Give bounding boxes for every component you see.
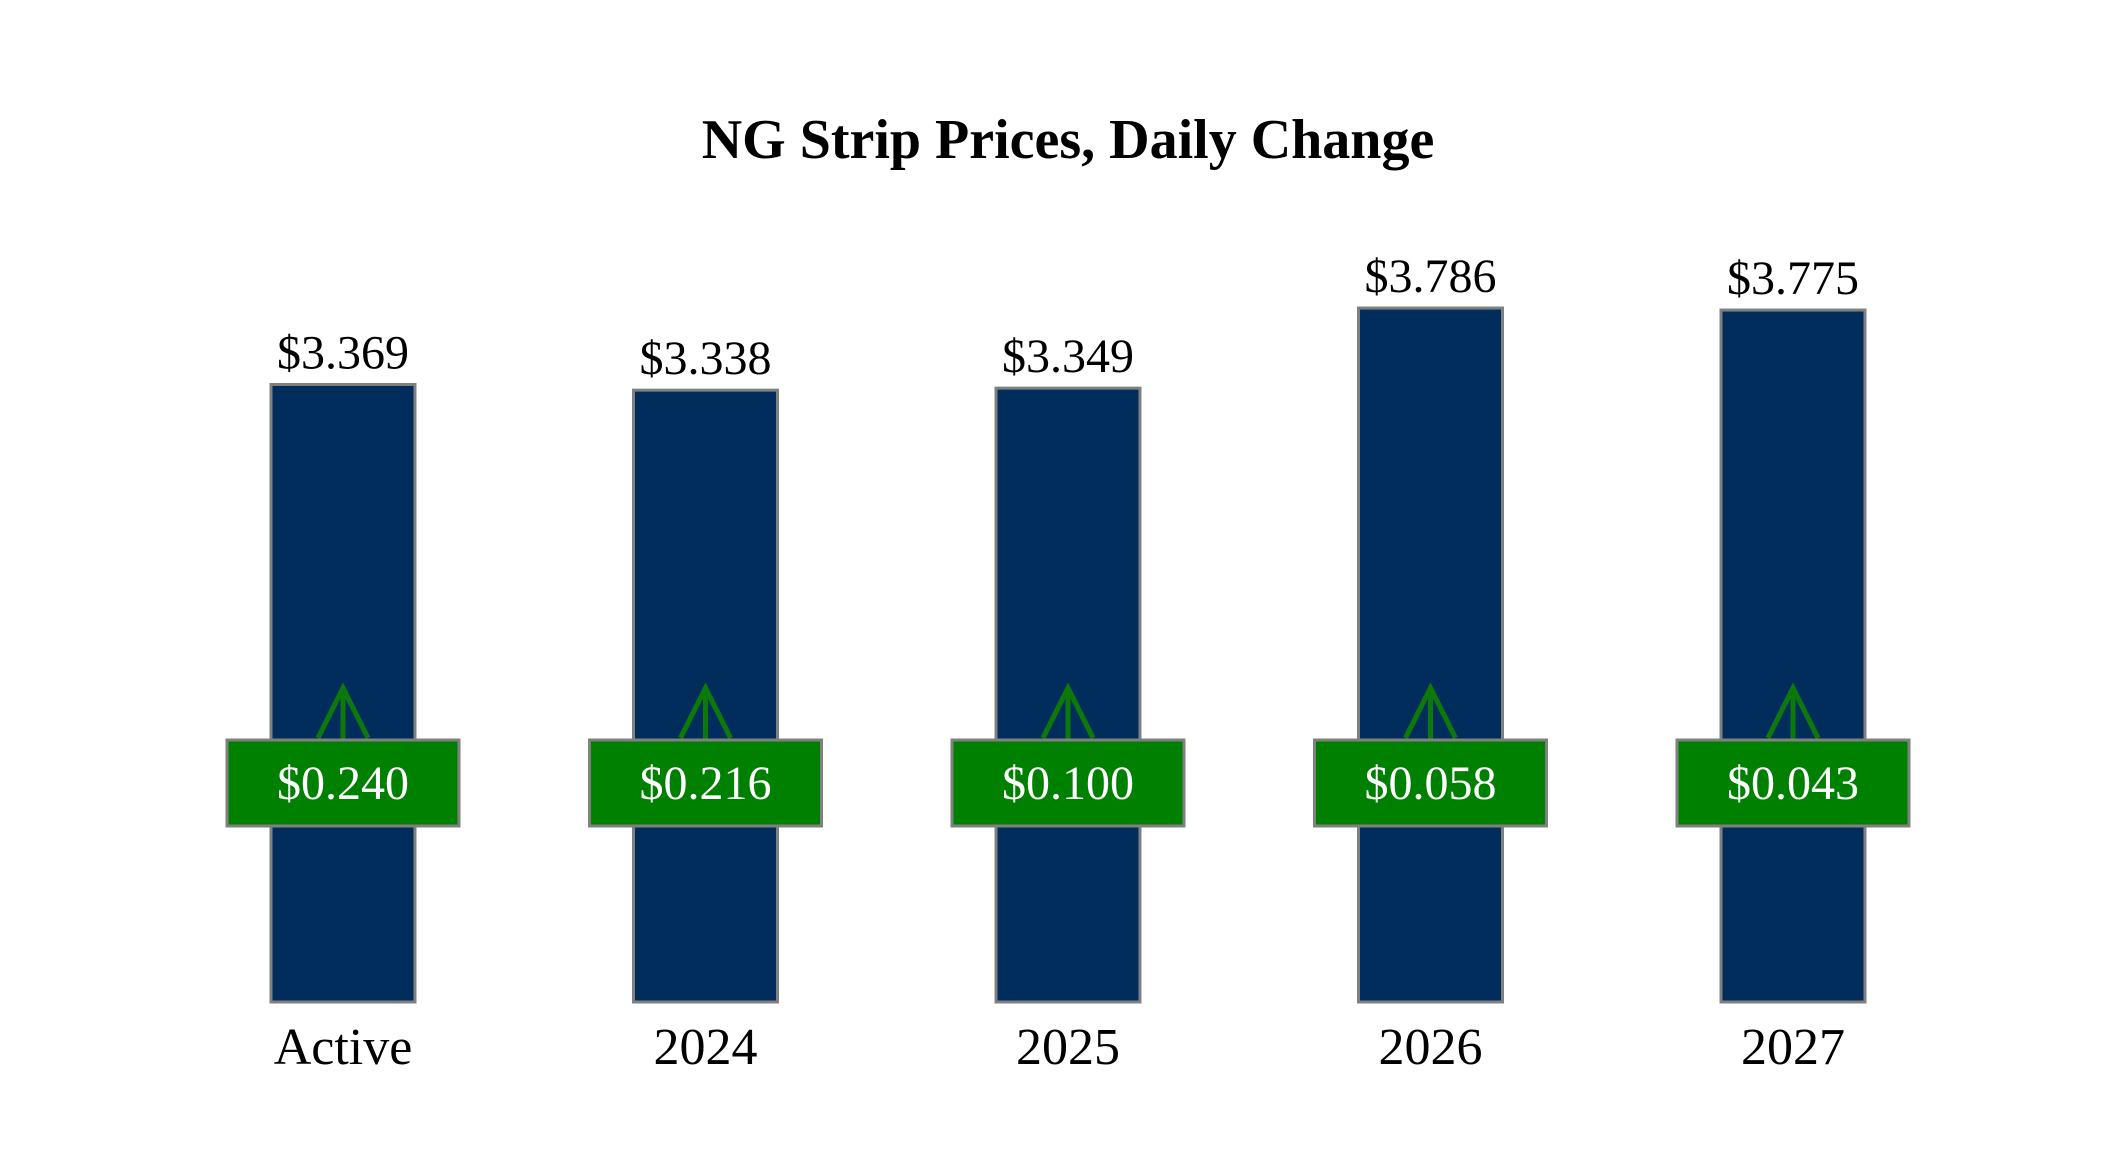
- daily-change-box: [950, 738, 1186, 828]
- labels-layer: $3.369 Active $3.338 2024 $3.349 2025 $3.786 20…: [274, 250, 1859, 1076]
- daily-change-label: $0.216: [640, 757, 772, 810]
- category-tick-label: 2025: [1016, 1019, 1120, 1076]
- bar-value-label: $3.775: [1727, 252, 1859, 305]
- daily-change-label: $0.100: [1002, 757, 1134, 810]
- arrow-up-icon: [1765, 682, 1821, 740]
- arrow-up-icon: [1403, 682, 1458, 740]
- daily-change-label: $0.043: [1727, 757, 1859, 810]
- daily-change-label: $0.058: [1365, 757, 1497, 810]
- arrow-up-icon: [1040, 682, 1096, 740]
- bar-value-label: $3.349: [1002, 330, 1134, 383]
- change-layer: $0.240 $0.216 $0.100 $0.058 $0.043: [225, 682, 1911, 828]
- category-tick-label: 2026: [1379, 1019, 1483, 1076]
- category-tick-label: 2027: [1741, 1019, 1845, 1076]
- arrow-up-icon: [678, 682, 733, 740]
- daily-change-box: [588, 738, 823, 828]
- daily-change-label: $0.240: [277, 757, 409, 810]
- daily-change-box: [1675, 738, 1911, 828]
- chart-title: NG Strip Prices, Daily Change: [702, 109, 1435, 171]
- bar-value-label: $3.369: [277, 326, 409, 379]
- bar: [1357, 306, 1504, 1004]
- bars-layer: [269, 306, 1867, 1004]
- bar-value-label: $3.338: [640, 332, 772, 385]
- bar: [1719, 308, 1867, 1004]
- arrow-up-icon: [315, 682, 371, 740]
- daily-change-box: [1313, 738, 1548, 828]
- category-tick-label: Active: [274, 1019, 413, 1076]
- category-tick-label: 2024: [654, 1019, 758, 1076]
- daily-change-box: [225, 738, 461, 828]
- bar-value-label: $3.786: [1365, 250, 1497, 303]
